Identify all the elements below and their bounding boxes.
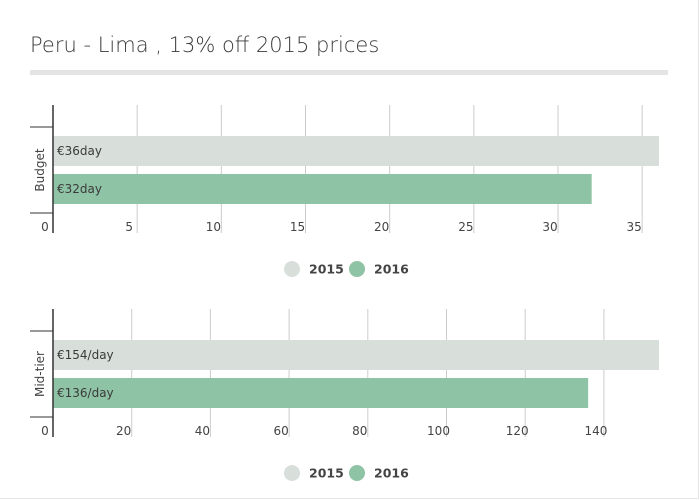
x-tick-label: 5 bbox=[125, 220, 133, 234]
bar-label-2015: €154/day bbox=[57, 348, 114, 362]
budget-bar-chart: 0 5 10 15 20 25 30 35 €36day €32day Budget 2015 2016 bbox=[30, 105, 659, 277]
legend-swatch-2015 bbox=[284, 465, 300, 481]
legend-swatch-2015 bbox=[284, 261, 300, 277]
bar-2016 bbox=[53, 174, 592, 204]
legend-swatch-2016 bbox=[349, 465, 365, 481]
bar-label-2015: €36day bbox=[57, 144, 102, 158]
legend-label-2016: 2016 bbox=[374, 466, 409, 481]
chart-title: Peru - Lima , 13% off 2015 prices bbox=[30, 33, 380, 57]
legend-label-2015: 2015 bbox=[309, 262, 344, 277]
bar-label-2016: €32day bbox=[57, 182, 102, 196]
bar-2015 bbox=[53, 340, 659, 370]
legend-swatch-2016 bbox=[349, 261, 365, 277]
mid-tier-bar-chart: 0 20 40 60 80 100 120 140 €154/day €136/day Mid-ti… bbox=[30, 309, 659, 481]
bar-label-2016: €136/day bbox=[57, 386, 114, 400]
x-tick-label: 30 bbox=[542, 220, 557, 234]
x-tick-label: 10 bbox=[206, 220, 221, 234]
x-tick-label: 25 bbox=[458, 220, 473, 234]
category-label: Budget bbox=[33, 148, 47, 191]
x-tick-label: 140 bbox=[584, 424, 607, 438]
category-label: Mid-tier bbox=[33, 351, 47, 397]
x-tick-label: 20 bbox=[374, 220, 389, 234]
x-tick-label: 15 bbox=[290, 220, 305, 234]
x-tick-label: 0 bbox=[41, 220, 49, 234]
x-tick-label: 100 bbox=[427, 424, 450, 438]
x-tick-label: 40 bbox=[195, 424, 210, 438]
title-divider bbox=[30, 70, 668, 75]
x-tick-label: 60 bbox=[273, 424, 288, 438]
x-tick-label: 35 bbox=[627, 220, 642, 234]
legend-label-2016: 2016 bbox=[374, 262, 409, 277]
x-tick-label: 80 bbox=[352, 424, 367, 438]
x-tick-label: 120 bbox=[506, 424, 529, 438]
x-tick-label: 0 bbox=[41, 424, 49, 438]
bar-2016 bbox=[53, 378, 589, 408]
legend-label-2015: 2015 bbox=[309, 466, 344, 481]
x-tick-label: 20 bbox=[116, 424, 131, 438]
bar-2015 bbox=[53, 136, 659, 166]
